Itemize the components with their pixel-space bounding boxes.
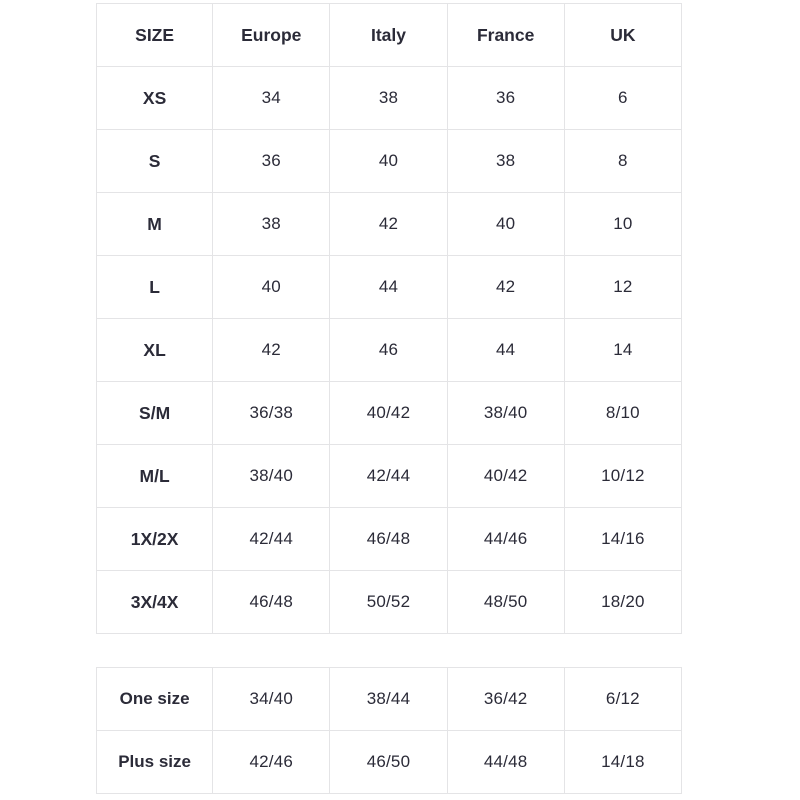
cell-europe: 42/44 — [212, 507, 331, 571]
column-header-uk: UK — [563, 3, 683, 67]
cell-italy: 38/44 — [329, 667, 448, 731]
row-label: XS — [95, 66, 214, 130]
cell-italy: 38 — [329, 66, 448, 130]
cell-uk: 6 — [563, 66, 683, 130]
row-label: One size — [95, 667, 214, 731]
table-row: L 40 44 42 12 — [95, 255, 683, 319]
row-label: XL — [95, 318, 214, 382]
table-header-row: SIZE Europe Italy France UK — [95, 3, 683, 67]
cell-europe: 46/48 — [212, 570, 331, 634]
cell-europe: 38/40 — [212, 444, 331, 508]
table-header: SIZE Europe Italy France UK — [95, 3, 683, 67]
cell-italy: 46 — [329, 318, 448, 382]
cell-uk: 14/18 — [563, 730, 683, 794]
cell-uk: 6/12 — [563, 667, 683, 731]
cell-france: 44/48 — [446, 730, 565, 794]
cell-france: 36 — [446, 66, 565, 130]
column-header-italy: Italy — [329, 3, 448, 67]
cell-uk: 8 — [563, 129, 683, 193]
cell-europe: 36/38 — [212, 381, 331, 445]
cell-uk: 10 — [563, 192, 683, 256]
column-header-size: SIZE — [95, 3, 214, 67]
cell-uk: 12 — [563, 255, 683, 319]
cell-europe: 38 — [212, 192, 331, 256]
table-row: XS 34 38 36 6 — [95, 66, 683, 130]
cell-uk: 10/12 — [563, 444, 683, 508]
cell-europe: 34 — [212, 66, 331, 130]
cell-italy: 50/52 — [329, 570, 448, 634]
cell-france: 48/50 — [446, 570, 565, 634]
table-row: 3X/4X 46/48 50/52 48/50 18/20 — [95, 570, 683, 634]
cell-france: 40 — [446, 192, 565, 256]
table-row: M 38 42 40 10 — [95, 192, 683, 256]
cell-italy: 46/48 — [329, 507, 448, 571]
column-header-europe: Europe — [212, 3, 331, 67]
cell-uk: 14 — [563, 318, 683, 382]
size-conversion-table-one-size: One size 34/40 38/44 36/42 6/12 Plus siz… — [95, 667, 683, 794]
table-row: S 36 40 38 8 — [95, 129, 683, 193]
cell-italy: 46/50 — [329, 730, 448, 794]
cell-italy: 44 — [329, 255, 448, 319]
table-row: XL 42 46 44 14 — [95, 318, 683, 382]
table-row: S/M 36/38 40/42 38/40 8/10 — [95, 381, 683, 445]
table-row: Plus size 42/46 46/50 44/48 14/18 — [95, 730, 683, 794]
row-label: S/M — [95, 381, 214, 445]
size-conversion-table-standard: SIZE Europe Italy France UK XS 34 38 36 … — [95, 3, 683, 634]
row-label: 1X/2X — [95, 507, 214, 571]
cell-europe: 40 — [212, 255, 331, 319]
cell-uk: 18/20 — [563, 570, 683, 634]
cell-italy: 40 — [329, 129, 448, 193]
cell-france: 36/42 — [446, 667, 565, 731]
table-body: One size 34/40 38/44 36/42 6/12 Plus siz… — [95, 667, 683, 794]
table-row: 1X/2X 42/44 46/48 44/46 14/16 — [95, 507, 683, 571]
table-row: One size 34/40 38/44 36/42 6/12 — [95, 667, 683, 731]
cell-france: 42 — [446, 255, 565, 319]
table-body: XS 34 38 36 6 S 36 40 38 8 M 38 42 40 10 — [95, 66, 683, 634]
row-label: Plus size — [95, 730, 214, 794]
row-label: 3X/4X — [95, 570, 214, 634]
table-row: M/L 38/40 42/44 40/42 10/12 — [95, 444, 683, 508]
cell-europe: 34/40 — [212, 667, 331, 731]
row-label: M/L — [95, 444, 214, 508]
cell-italy: 42 — [329, 192, 448, 256]
cell-europe: 42 — [212, 318, 331, 382]
cell-france: 44/46 — [446, 507, 565, 571]
cell-france: 40/42 — [446, 444, 565, 508]
cell-uk: 8/10 — [563, 381, 683, 445]
cell-france: 38 — [446, 129, 565, 193]
cell-italy: 42/44 — [329, 444, 448, 508]
column-header-france: France — [446, 3, 565, 67]
row-label: S — [95, 129, 214, 193]
row-label: M — [95, 192, 214, 256]
cell-europe: 36 — [212, 129, 331, 193]
cell-france: 44 — [446, 318, 565, 382]
cell-europe: 42/46 — [212, 730, 331, 794]
cell-uk: 14/16 — [563, 507, 683, 571]
cell-france: 38/40 — [446, 381, 565, 445]
cell-italy: 40/42 — [329, 381, 448, 445]
row-label: L — [95, 255, 214, 319]
